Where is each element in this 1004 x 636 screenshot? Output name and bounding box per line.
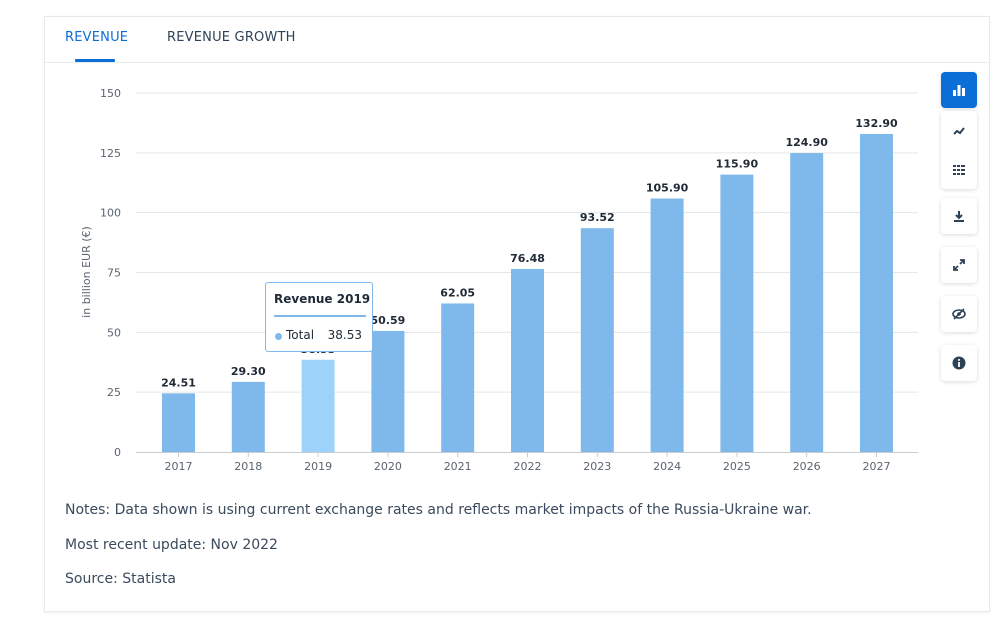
bars <box>162 133 893 452</box>
hide-button[interactable] <box>941 296 977 332</box>
x-tick-label: 2020 <box>374 460 402 473</box>
chart-tooltip: Revenue 2019 Total 38.53 <box>265 282 373 352</box>
y-tick-label: 100 <box>100 207 121 220</box>
table-button[interactable] <box>941 150 977 189</box>
table-icon <box>953 164 965 175</box>
recent-update: Most recent update: Nov 2022 <box>65 537 278 553</box>
data-label: 132.90 <box>855 117 898 130</box>
y-tick-label: 75 <box>107 267 121 280</box>
tooltip-series-name: Total <box>286 328 315 342</box>
line-chart-icon <box>953 126 965 135</box>
tooltip-value: 38.53 <box>327 328 362 342</box>
bar[interactable] <box>790 153 824 452</box>
x-axis-ticks: 2017 2018 2019 2020 2021 2022 2023 2024 2025 2026… <box>165 452 891 473</box>
chart-source: Source: Statista <box>65 571 176 587</box>
tooltip-divider <box>274 315 366 317</box>
chart-type-group <box>941 111 977 189</box>
y-tick-label: 50 <box>107 326 121 339</box>
x-tick-label: 2022 <box>514 460 542 473</box>
bar[interactable] <box>720 174 754 452</box>
download-button[interactable] <box>941 198 977 234</box>
x-tick-label: 2025 <box>723 460 751 473</box>
y-axis-label: in billion EUR (€) <box>80 226 93 318</box>
bar-chart-button[interactable] <box>941 72 977 108</box>
y-tick-label: 0 <box>114 446 121 459</box>
x-tick-label: 2019 <box>304 460 332 473</box>
bar[interactable] <box>441 303 475 452</box>
tooltip-series-dot <box>275 333 282 340</box>
tab-bar: REVENUE REVENUE GROWTH <box>44 16 990 63</box>
y-tick-label: 125 <box>100 147 121 160</box>
data-label: 76.48 <box>510 252 545 265</box>
tab-revenue-growth[interactable]: REVENUE GROWTH <box>167 30 296 45</box>
data-label: 50.59 <box>371 314 406 327</box>
y-axis-ticks: 0 25 50 75 100 125 150 <box>100 87 121 459</box>
bar[interactable] <box>231 381 265 452</box>
active-tab-indicator <box>75 59 115 62</box>
tab-revenue[interactable]: REVENUE <box>65 30 129 45</box>
hide-icon <box>952 308 966 320</box>
data-label: 93.52 <box>580 211 615 224</box>
x-tick-label: 2018 <box>234 460 262 473</box>
data-label: 105.90 <box>646 182 689 195</box>
data-label: 124.90 <box>785 136 828 149</box>
expand-icon <box>953 259 965 271</box>
data-label: 115.90 <box>716 158 759 171</box>
x-tick-label: 2026 <box>793 460 821 473</box>
bar[interactable] <box>371 330 405 452</box>
y-tick-label: 25 <box>107 386 121 399</box>
x-tick-label: 2017 <box>165 460 193 473</box>
x-tick-label: 2027 <box>863 460 891 473</box>
fullscreen-button[interactable] <box>941 247 977 283</box>
bar[interactable] <box>162 393 195 452</box>
bar[interactable] <box>301 359 335 452</box>
x-tick-label: 2023 <box>583 460 611 473</box>
y-tick-label: 150 <box>100 87 121 100</box>
info-icon <box>952 356 966 370</box>
download-icon <box>954 211 964 222</box>
bar[interactable] <box>580 228 614 452</box>
data-label: 62.05 <box>440 286 475 299</box>
data-label: 29.30 <box>231 365 266 378</box>
bar-chart-icon <box>953 85 965 96</box>
line-chart-button[interactable] <box>941 111 977 150</box>
bar[interactable] <box>860 133 893 452</box>
bar[interactable] <box>511 268 544 452</box>
tooltip-title: Revenue 2019 <box>274 292 371 306</box>
data-label: 24.51 <box>161 376 196 389</box>
bar[interactable] <box>650 198 684 452</box>
x-tick-label: 2024 <box>653 460 681 473</box>
chart-notes: Notes: Data shown is using current excha… <box>65 502 812 518</box>
info-button[interactable] <box>941 345 977 381</box>
x-tick-label: 2021 <box>444 460 472 473</box>
